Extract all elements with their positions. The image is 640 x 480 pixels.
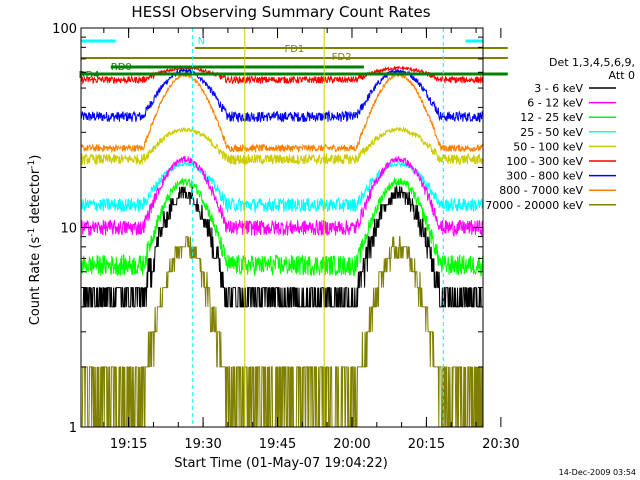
legend-entry-label: 300 - 800 keV xyxy=(506,170,583,183)
legend-entry-label: 800 - 7000 keV xyxy=(499,184,583,197)
y-axis-label-end: ) xyxy=(28,155,43,160)
x-tick-label: 19:15 xyxy=(110,437,147,452)
legend-entry-label: 7000 - 20000 keV xyxy=(485,199,583,212)
series-line xyxy=(80,72,484,154)
y-axis-label-mid: detector xyxy=(28,168,43,228)
x-axis: 19:15 19:30 19:45 20:00 20:15 20:30 xyxy=(103,28,520,452)
series-line xyxy=(80,67,484,124)
x-tick-label: 20:30 xyxy=(482,437,519,452)
y-axis-label-sup2: -1 xyxy=(27,160,37,169)
series-line xyxy=(81,236,484,428)
flag-label: FD1 xyxy=(284,44,304,55)
chart-title: HESSI Observing Summary Count Rates xyxy=(131,3,430,21)
y-axis-label: Count Rate (s-1 detector-1) xyxy=(27,155,43,326)
flag-label: RD0 xyxy=(111,62,132,73)
x-tick-label: 19:30 xyxy=(184,437,221,452)
legend-entry-label: 25 - 50 keV xyxy=(520,126,583,139)
series-layer xyxy=(80,65,484,428)
y-axis: 1 10 100 xyxy=(52,22,483,436)
y-tick-label: 100 xyxy=(52,22,77,37)
legend-entry-label: 100 - 300 keV xyxy=(506,155,583,168)
series-line xyxy=(80,155,484,237)
series-line xyxy=(80,126,483,166)
series-line xyxy=(80,65,484,85)
y-tick-label: 10 xyxy=(60,222,77,237)
legend-entry-label: 12 - 25 keV xyxy=(520,111,583,124)
x-axis-label: Start Time (01-May-07 19:04:22) xyxy=(174,456,388,471)
flag-label: RD4 xyxy=(79,70,100,81)
legend-entry-label: 6 - 12 keV xyxy=(527,97,583,110)
series-line xyxy=(80,177,484,277)
flag-layer: N FD1 FD2 RD0 RD4 xyxy=(79,28,508,427)
y-axis-label-sup1: -1 xyxy=(27,228,37,237)
flag-label: N xyxy=(198,36,205,47)
x-tick-label: 20:00 xyxy=(333,437,370,452)
legend-entry-label: 50 - 100 keV xyxy=(513,140,583,153)
series-line xyxy=(81,186,483,308)
timestamp: 14-Dec-2009 03:54 xyxy=(559,468,636,477)
legend-title-2: Att 0 xyxy=(609,69,635,82)
y-axis-label-main: Count Rate (s xyxy=(28,237,43,326)
x-tick-label: 19:45 xyxy=(259,437,296,452)
flag-label: FD2 xyxy=(332,52,352,63)
legend-entry-label: 3 - 6 keV xyxy=(534,82,583,95)
legend-title-1: Det 1,3,4,5,6,9, xyxy=(549,56,635,69)
y-tick-label: 1 xyxy=(69,421,77,436)
x-tick-label: 20:15 xyxy=(408,437,445,452)
